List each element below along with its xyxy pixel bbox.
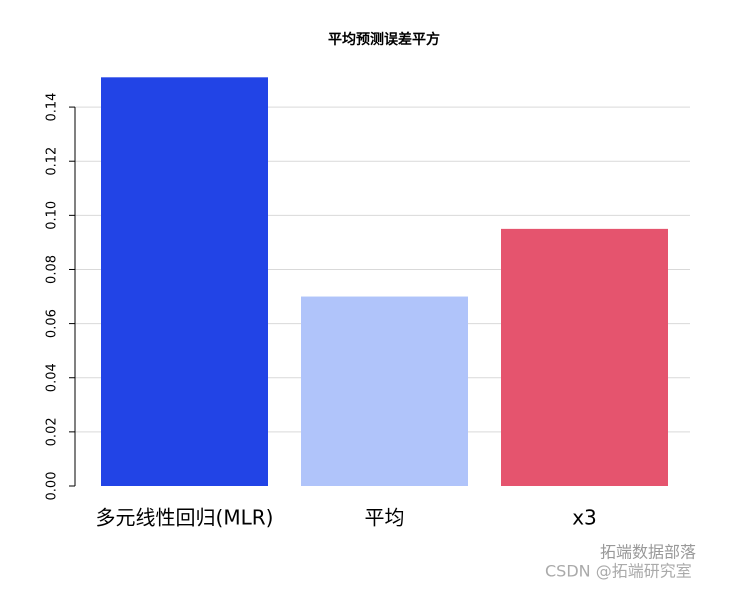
chart-title: 平均预测误差平方 [328,31,440,48]
y-tick-label: 0.06 [45,309,60,338]
y-tick-label: 0.14 [45,93,60,122]
x-tick-label: 平均 [365,506,405,530]
watermark: 拓端数据部落 [600,543,696,562]
y-tick-label: 0.00 [45,472,60,501]
bar [501,228,668,486]
y-tick-label: 0.08 [45,255,60,284]
watermark: CSDN @拓端研究室 [545,562,692,581]
x-tick-label: 多元线性回归(MLR) [96,506,274,530]
bar [101,77,268,486]
y-tick-label: 0.02 [45,417,60,446]
y-tick-label: 0.04 [45,363,60,392]
y-tick-label: 0.12 [45,147,60,176]
bar [301,296,468,486]
y-tick-label: 0.10 [45,201,60,230]
x-tick-label: x3 [572,506,597,530]
